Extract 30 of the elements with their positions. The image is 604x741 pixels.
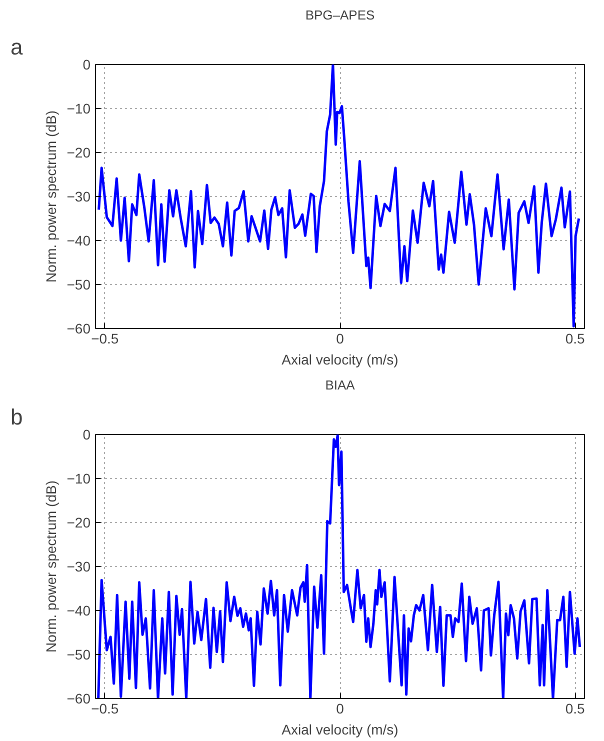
x-tick-label: −0.5 [91, 700, 119, 716]
y-tick-label: −50 [66, 646, 91, 662]
y-tick-label: −40 [66, 232, 91, 248]
y-tick-label: −10 [66, 470, 91, 486]
y-tick-label: −10 [66, 100, 91, 116]
x-axis-title: Axial velocity (m/s) [282, 722, 398, 738]
y-tick-label: −60 [66, 690, 91, 706]
x-tick-label: 0.5 [565, 330, 586, 346]
y-tick-label: −20 [66, 514, 91, 530]
line-series [97, 434, 582, 698]
y-tick-label: −30 [66, 558, 91, 574]
chart-title: BPG–APES [305, 8, 376, 22]
y-tick-label: −30 [66, 188, 91, 204]
chart-title: BIAA [325, 378, 356, 392]
x-tick-label: 0 [336, 330, 344, 346]
x-tick-label: 0 [336, 700, 344, 716]
y-tick-label: −50 [66, 276, 91, 292]
y-tick-label: −40 [66, 602, 91, 618]
text: a [10, 34, 24, 60]
y-axis-title: Norm. power spectrum (dB) [42, 480, 59, 652]
line-series [98, 64, 580, 328]
y-tick-label: 0 [82, 56, 91, 72]
y-axis-title: Norm. power spectrum (dB) [42, 110, 59, 282]
y-tick-label: 0 [82, 426, 91, 442]
y-tick-label: −60 [66, 320, 91, 336]
x-tick-label: −0.5 [91, 330, 119, 346]
x-axis-title: Axial velocity (m/s) [282, 352, 398, 368]
y-tick-label: −20 [66, 144, 91, 160]
x-tick-label: 0.5 [565, 700, 586, 716]
text: b [10, 404, 23, 430]
